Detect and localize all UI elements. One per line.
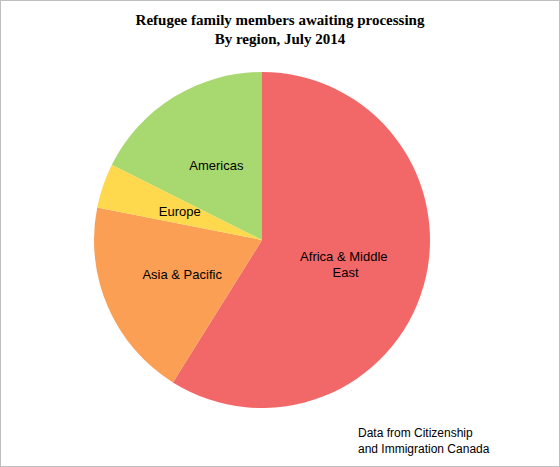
- svg-text:Americas: Americas: [189, 158, 244, 173]
- svg-text:Refugee family members awaitin: Refugee family members awaiting processi…: [136, 12, 425, 28]
- svg-text:East: East: [333, 265, 359, 280]
- svg-text:Data from Citizenship: Data from Citizenship: [358, 426, 473, 440]
- svg-text:By region, July 2014: By region, July 2014: [215, 31, 346, 47]
- svg-text:Asia & Pacific: Asia & Pacific: [142, 267, 222, 282]
- svg-text:and Immigration Canada: and Immigration Canada: [358, 442, 490, 456]
- svg-text:Africa & Middle: Africa & Middle: [300, 249, 391, 264]
- svg-text:Europe: Europe: [159, 204, 201, 219]
